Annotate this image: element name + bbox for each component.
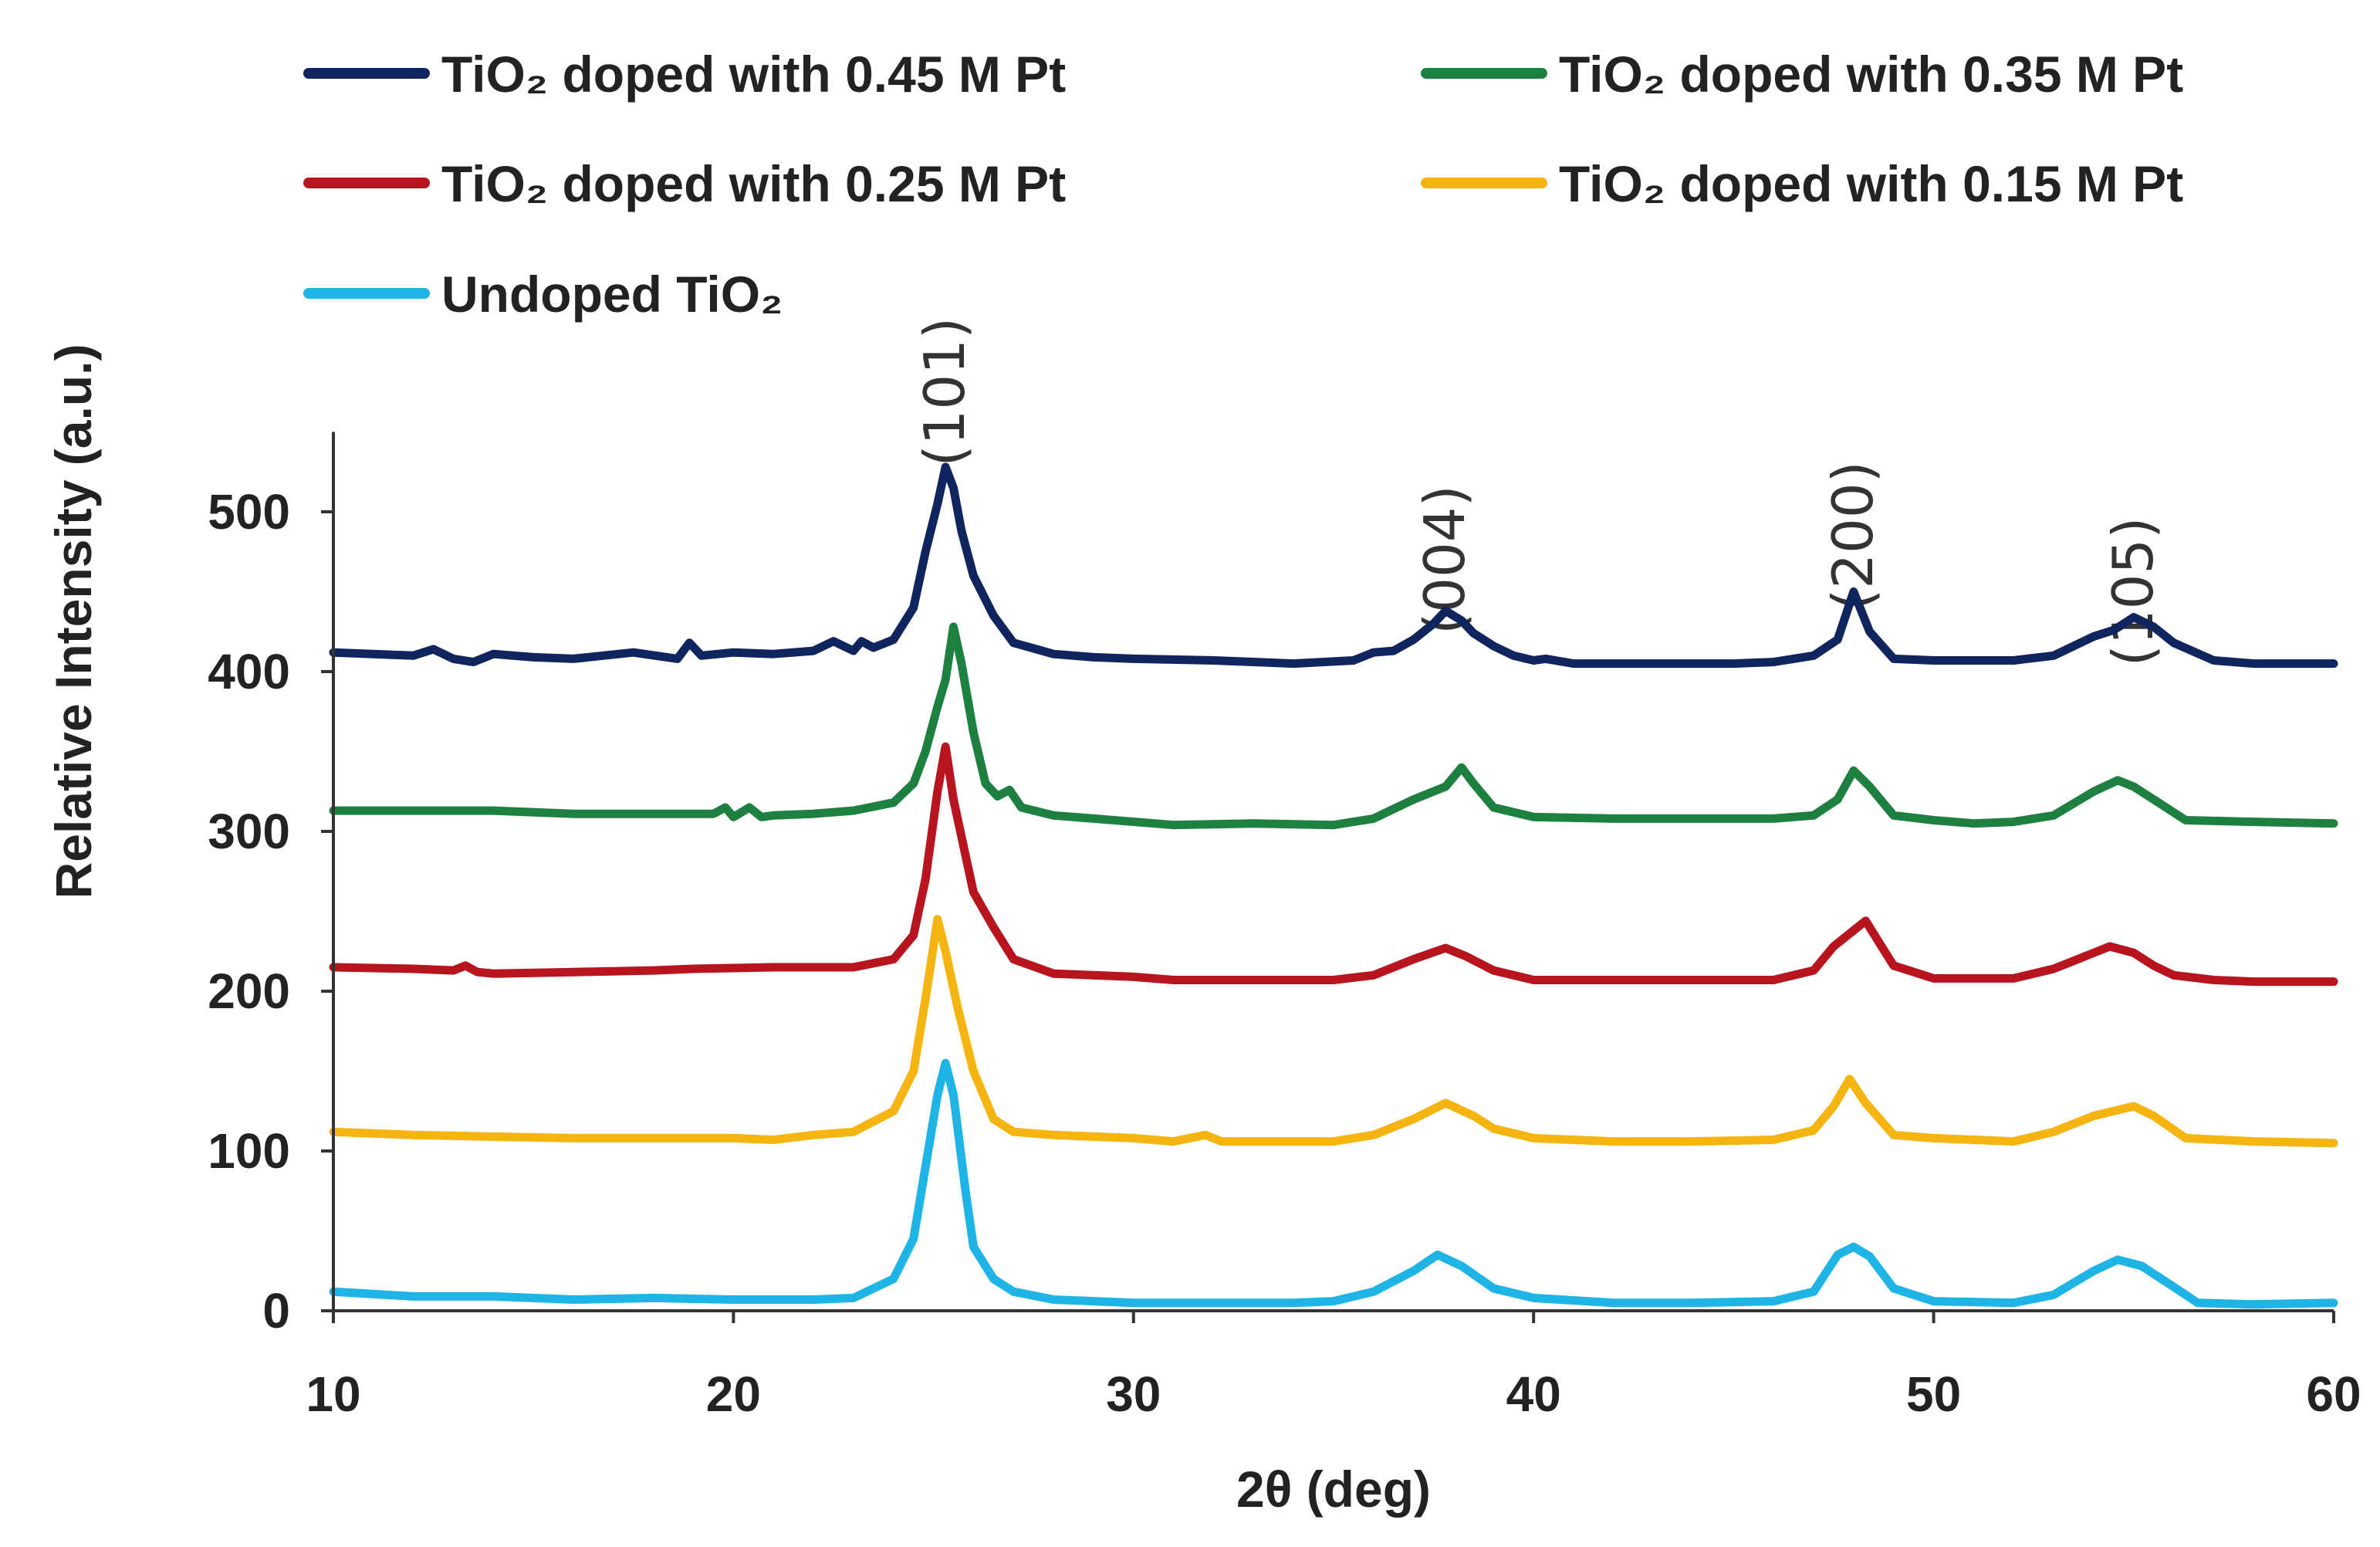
series-line-tio-doped-with-0-45-m-pt [329, 462, 2338, 669]
y-tick-label: 0 [262, 1283, 290, 1339]
y-axis-ticks: 0 100 200 300 400 500 [208, 484, 333, 1339]
axes [332, 432, 2334, 1312]
series-line-tio-doped-with-0-35-m-pt [329, 622, 2338, 830]
y-tick-label: 400 [208, 644, 290, 699]
peak-annotation: (105) [2101, 517, 2165, 667]
x-tick-label: 40 [1506, 1366, 1561, 1422]
series-line-tio-doped-with-0-25-m-pt [329, 742, 2338, 987]
legend-label: TiO₂ doped with 0.25 M Pt [441, 155, 1066, 212]
x-tick-label: 10 [306, 1366, 360, 1422]
x-axis-ticks: 10 20 30 40 50 60 [306, 1311, 2361, 1422]
x-axis-title: 2θ (deg) [1236, 1461, 1431, 1518]
y-tick-label: 300 [208, 804, 290, 859]
x-tick-label: 30 [1106, 1366, 1161, 1422]
x-tick-label: 60 [2306, 1366, 2361, 1422]
y-tick-label: 200 [208, 963, 290, 1019]
series-line-tio-doped-with-0-15-m-pt [329, 915, 2338, 1148]
legend-label: TiO₂ doped with 0.45 M Pt [441, 46, 1066, 103]
peak-annotation: (200) [1820, 461, 1885, 611]
legend: TiO₂ doped with 0.45 M Pt TiO₂ doped with… [303, 46, 2183, 323]
legend-label: Undoped TiO₂ [441, 266, 783, 323]
x-tick-label: 50 [1906, 1366, 1961, 1422]
legend-label: TiO₂ doped with 0.35 M Pt [1559, 46, 2183, 103]
y-tick-label: 500 [208, 484, 290, 540]
series-layer [329, 462, 2338, 1309]
series-line-undoped-tio [329, 1058, 2338, 1309]
y-axis-title: Relative Intensity (a.u.) [45, 344, 102, 899]
peak-annotation: (101) [912, 317, 977, 467]
peak-annotations: (101)(004) (200) (105) [912, 317, 2165, 666]
legend-label: TiO₂ doped with 0.15 M Pt [1559, 155, 2183, 212]
y-tick-label: 100 [208, 1123, 290, 1179]
x-tick-label: 20 [706, 1366, 761, 1422]
